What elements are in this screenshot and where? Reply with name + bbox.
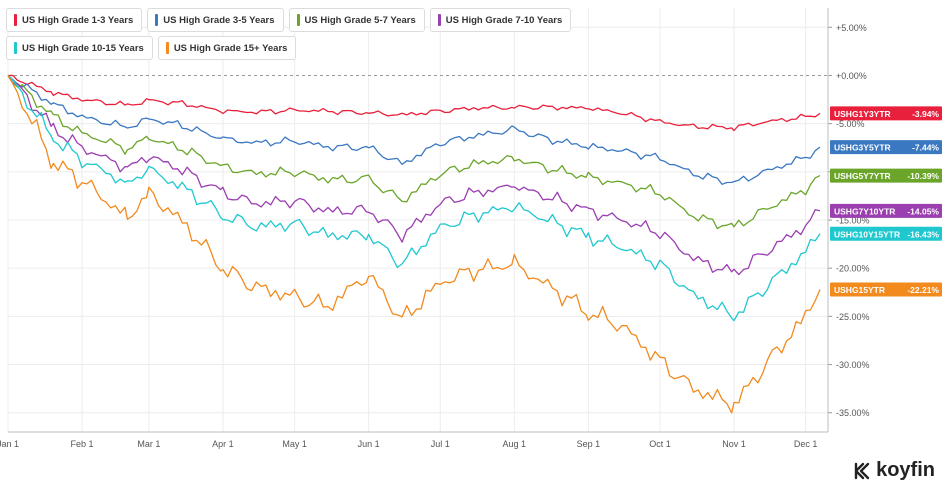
x-tick-label: Sep 1: [577, 439, 601, 449]
series-ticker-label: USHG5Y7YTR: [834, 171, 891, 181]
legend-label: US High Grade 3-5 Years: [163, 14, 275, 26]
chart-legend: US High Grade 1-3 Years US High Grade 3-…: [6, 8, 656, 60]
koyfin-brand: koyfin: [853, 459, 935, 482]
y-tick-label: -20.00%: [836, 264, 870, 274]
series-end-tag: [830, 203, 942, 218]
x-tick-label: Jan 1: [0, 439, 19, 449]
legend-item-1-3-years[interactable]: US High Grade 1-3 Years: [6, 8, 143, 32]
series-value-label: -3.94%: [912, 109, 939, 119]
series-ticker-label: USHG10Y15YTR: [834, 229, 900, 239]
series-line: [7, 75, 821, 185]
brand-name: koyfin: [876, 459, 935, 481]
series-line: [7, 75, 821, 230]
legend-swatch: [165, 42, 169, 54]
series-end-tag: [830, 226, 942, 241]
x-tick-label: Aug 1: [503, 439, 527, 449]
x-tick-label: Feb 1: [71, 439, 94, 449]
legend-item-7-10-years[interactable]: US High Grade 7-10 Years: [429, 8, 572, 32]
series-value-label: -16.43%: [907, 229, 939, 239]
legend-item-5-7-years[interactable]: US High Grade 5-7 Years: [288, 8, 425, 32]
series-line: [7, 74, 821, 132]
series-line: [7, 75, 821, 322]
y-tick-label: +0.00%: [836, 71, 867, 81]
legend-label: US High Grade 1-3 Years: [22, 14, 134, 26]
legend-label: US High Grade 15+ Years: [173, 42, 288, 54]
legend-swatch: [296, 14, 300, 26]
legend-item-15-plus-years[interactable]: US High Grade 15+ Years: [157, 36, 297, 60]
series-end-tag: [830, 168, 942, 183]
series-end-tag: [830, 282, 942, 297]
y-tick-label: -35.00%: [836, 408, 870, 418]
series-value-label: -22.21%: [907, 285, 939, 295]
series-line: [7, 75, 821, 414]
x-tick-label: Nov 1: [722, 439, 746, 449]
series-ticker-label: USHG1Y3YTR: [834, 109, 891, 119]
series-value-label: -14.05%: [907, 206, 939, 216]
series-value-label: -10.39%: [907, 171, 939, 181]
y-tick-label: -5.00%: [836, 119, 865, 129]
x-tick-label: Jun 1: [358, 439, 380, 449]
x-tick-label: May 1: [282, 439, 307, 449]
y-tick-label: +5.00%: [836, 23, 867, 33]
legend-swatch: [14, 14, 17, 26]
legend-item-10-15-years[interactable]: US High Grade 10-15 Years: [6, 36, 153, 60]
y-tick-label: -30.00%: [836, 360, 870, 370]
y-tick-label: -15.00%: [836, 216, 870, 226]
x-tick-label: Jul 1: [431, 439, 450, 449]
legend-label: US High Grade 7-10 Years: [445, 14, 563, 26]
legend-label: US High Grade 10-15 Years: [22, 42, 144, 54]
series-ticker-label: USHG3Y5YTR: [834, 143, 891, 153]
x-tick-label: Apr 1: [212, 439, 234, 449]
series-ticker-label: USHG7Y10YTR: [834, 206, 895, 216]
x-tick-label: Mar 1: [137, 439, 160, 449]
koyfin-logo-icon: [854, 462, 870, 479]
legend-label: US High Grade 5-7 Years: [304, 14, 416, 26]
legend-swatch: [155, 14, 159, 26]
series-end-tag: [830, 140, 942, 155]
legend-swatch: [437, 14, 441, 26]
legend-item-3-5-years[interactable]: US High Grade 3-5 Years: [147, 8, 284, 32]
legend-swatch: [14, 42, 17, 54]
x-tick-label: Oct 1: [649, 439, 671, 449]
series-end-tag: [830, 106, 942, 121]
series-value-label: -7.44%: [912, 143, 939, 153]
series-ticker-label: USHG15YTR: [834, 285, 885, 295]
series-line: [7, 75, 821, 276]
y-tick-label: -25.00%: [836, 312, 870, 322]
x-tick-label: Dec 1: [794, 439, 818, 449]
